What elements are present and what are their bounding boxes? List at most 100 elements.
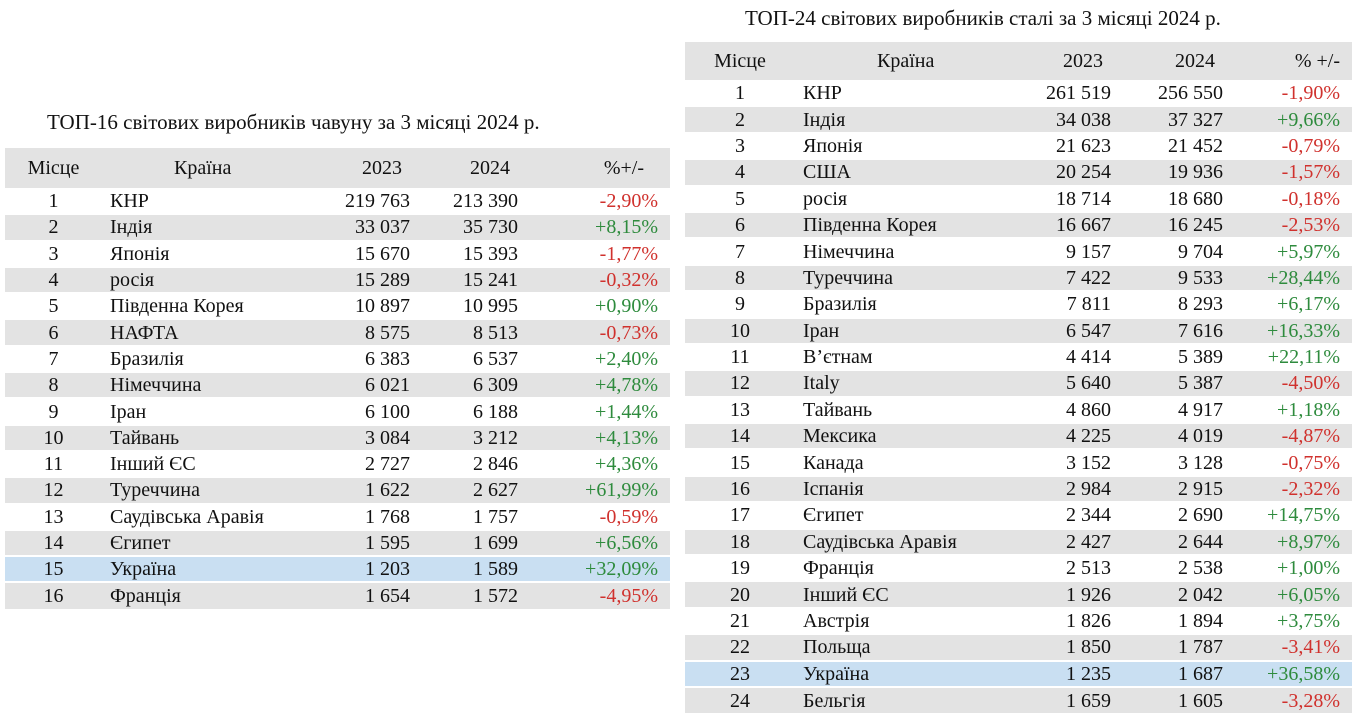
value-2024-cell: 4 917 (1125, 395, 1237, 424)
country-cell: Italy (795, 369, 1015, 397)
place-cell: 18 (685, 527, 795, 556)
country-cell: Японія (795, 131, 1015, 160)
change-cell: -2,32% (1237, 474, 1352, 503)
header-place: Місце (27, 156, 80, 179)
value-2024-cell: 4 019 (1125, 422, 1237, 450)
table-row: 16 Франція 1 654 1 572 -4,95% (5, 581, 670, 609)
table-row: 2 Індія 34 038 37 327 +9,66% (685, 105, 1352, 133)
table-row: 11 В’єтнам 4 414 5 389 +22,11% (685, 342, 1352, 371)
change-cell: -3,28% (1237, 685, 1352, 714)
country-cell: Україна (102, 555, 302, 583)
value-2024-cell: 18 680 (1125, 184, 1237, 212)
table-row: 6 НАФТА 8 575 8 513 -0,73% (5, 318, 670, 346)
value-2024-cell: 6 188 (428, 397, 536, 425)
change-cell: +4,78% (536, 371, 670, 399)
table-row: 15 Канада 3 152 3 128 -0,75% (685, 448, 1352, 476)
table-row: 5 росія 18 714 18 680 -0,18% (685, 184, 1352, 212)
value-2024-cell: 1 605 (1125, 685, 1237, 714)
header-year-2024: 2024 (470, 156, 510, 179)
country-cell: Японія (102, 239, 302, 267)
country-cell: Бразилія (102, 344, 302, 373)
value-2023-cell: 1 622 (302, 476, 428, 504)
country-cell: Індія (795, 105, 1015, 133)
value-2024-cell: 2 627 (428, 476, 536, 504)
value-2024-cell: 15 393 (428, 239, 536, 267)
place-cell: 8 (685, 263, 795, 292)
table-row: 11 Інший ЄС 2 727 2 846 +4,36% (5, 449, 670, 478)
change-cell: -3,41% (1237, 633, 1352, 661)
place-cell: 16 (5, 581, 102, 609)
change-cell: -1,90% (1281, 81, 1340, 104)
value-2023-cell: 3 084 (302, 423, 428, 451)
value-2023-cell: 5 640 (1015, 369, 1125, 397)
table-row: 18 Саудівська Аравія 2 427 2 644 +8,97% (685, 527, 1352, 556)
value-2023-cell: 15 670 (302, 239, 428, 267)
table-row: 3 Японія 15 670 15 393 -1,77% (5, 239, 670, 267)
change-cell: +16,33% (1237, 316, 1352, 344)
place-cell: 21 (685, 606, 795, 635)
value-2024-cell: 1 699 (428, 528, 536, 557)
value-2023-cell: 6 021 (302, 371, 428, 399)
country-cell: Єгипет (795, 501, 1015, 529)
value-2023-cell: 6 547 (1015, 316, 1125, 344)
table-row: 13 Саудівська Аравія 1 768 1 757 -0,59% (5, 502, 670, 530)
value-2024-cell: 2 915 (1125, 474, 1237, 503)
value-2023-cell: 8 575 (302, 318, 428, 346)
change-cell: -1,77% (536, 239, 670, 267)
place-cell: 7 (5, 344, 102, 373)
place-cell: 4 (5, 265, 102, 294)
value-2024-cell: 5 387 (1125, 369, 1237, 397)
header-country: Країна (174, 156, 232, 179)
value-2023-cell: 261 519 (1046, 81, 1111, 104)
place-cell: 19 (685, 554, 795, 582)
value-2023-cell: 2 513 (1015, 554, 1125, 582)
country-cell: Саудівська Аравія (102, 502, 302, 530)
country-cell: Франція (102, 581, 302, 609)
value-2024-cell: 10 995 (428, 292, 536, 320)
country-cell: Іран (102, 397, 302, 425)
table-row: 14 Єгипет 1 595 1 699 +6,56% (5, 528, 670, 557)
value-2024-cell: 8 293 (1125, 290, 1237, 318)
value-2024-cell: 6 537 (428, 344, 536, 373)
table-row: 4 росія 15 289 15 241 -0,32% (5, 265, 670, 294)
value-2023-cell: 1 926 (1015, 580, 1125, 608)
country-cell: Індія (102, 213, 302, 241)
value-2024-cell: 2 042 (1125, 580, 1237, 608)
change-cell: +28,44% (1237, 263, 1352, 292)
value-2024-cell: 1 687 (1125, 659, 1237, 687)
country-cell: США (795, 158, 1015, 186)
change-cell: +14,75% (1237, 501, 1352, 529)
value-2024-cell: 2 690 (1125, 501, 1237, 529)
value-2023-cell: 10 897 (302, 292, 428, 320)
place-cell: 11 (5, 449, 102, 478)
header-country: Країна (877, 49, 935, 72)
country-cell: Бразилія (795, 290, 1015, 318)
value-2023-cell: 2 344 (1015, 501, 1125, 529)
table-row: 5 Південна Корея 10 897 10 995 +0,90% (5, 292, 670, 320)
table-row: 3 Японія 21 623 21 452 -0,79% (685, 131, 1352, 160)
change-cell: +0,90% (536, 292, 670, 320)
table-row: 2 Індія 33 037 35 730 +8,15% (5, 213, 670, 241)
value-2023-cell: 18 714 (1015, 184, 1125, 212)
change-cell: +6,17% (1237, 290, 1352, 318)
change-cell: -0,32% (536, 265, 670, 294)
change-cell: +4,13% (536, 423, 670, 451)
place-cell: 9 (685, 290, 795, 318)
place-cell: 9 (5, 397, 102, 425)
change-cell: +1,00% (1237, 554, 1352, 582)
country-cell: Туреччина (795, 263, 1015, 292)
change-cell: -0,79% (1237, 131, 1352, 160)
value-2023-cell: 7 811 (1015, 290, 1125, 318)
change-cell: -0,18% (1237, 184, 1352, 212)
table-row: 1 КНР 219 763 213 390 -2,90% (5, 188, 670, 214)
place-cell: 1 (735, 81, 745, 104)
country-cell: Німеччина (795, 237, 1015, 265)
table-row: 6 Південна Корея 16 667 16 245 -2,53% (685, 210, 1352, 239)
value-2023-cell: 1 659 (1015, 685, 1125, 714)
country-cell: росія (102, 265, 302, 294)
value-2024-cell: 3 128 (1125, 448, 1237, 476)
place-cell: 11 (685, 342, 795, 371)
value-2024-cell: 21 452 (1125, 131, 1237, 160)
table-row: 4 США 20 254 19 936 -1,57% (685, 158, 1352, 186)
table-row: 14 Мексика 4 225 4 019 -4,87% (685, 422, 1352, 450)
